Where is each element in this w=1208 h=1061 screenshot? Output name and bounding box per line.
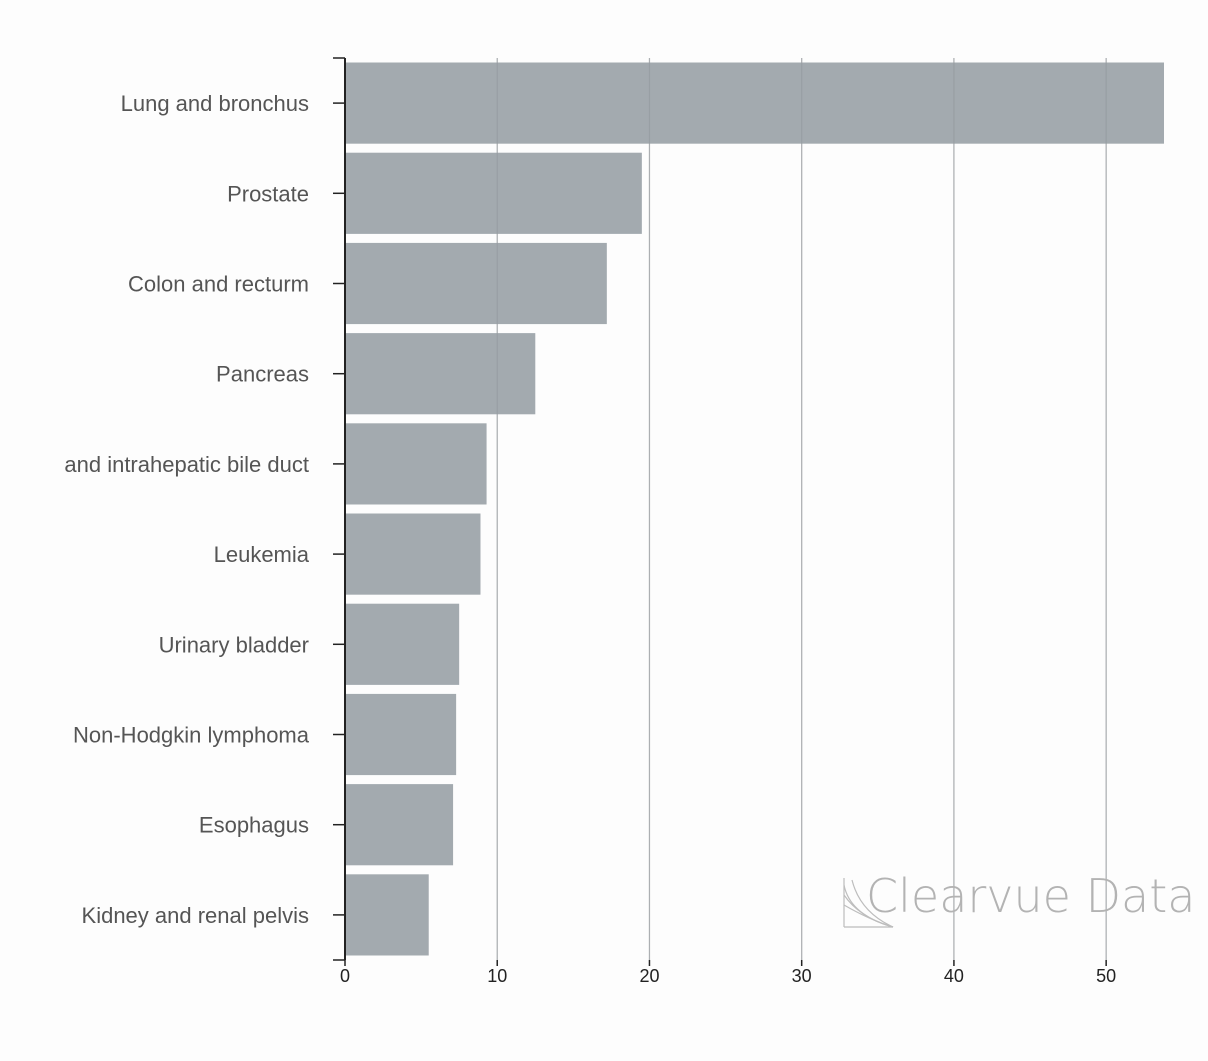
x-tick-label: 50 [1096,966,1116,986]
x-tick-label: 30 [792,966,812,986]
bar-4 [345,423,487,505]
x-tick-label: 20 [639,966,659,986]
watermark-logo-icon [843,878,894,928]
category-label: and intrahepatic bile duct [64,452,309,477]
bar-2 [345,242,607,325]
category-label: Pancreas [216,362,309,387]
category-label: Kidney and renal pelvis [82,903,309,928]
bar-7 [345,693,457,776]
bars [345,58,1164,960]
bar-3 [345,333,536,415]
x-tick-label: 10 [487,966,507,986]
category-label: Urinary bladder [159,632,309,657]
category-label: Esophagus [199,813,309,838]
watermark: Clearvue Data [843,869,1195,928]
bar-9 [345,874,429,956]
x-tick-label: 0 [340,966,350,986]
category-label: Lung and bronchus [121,91,309,116]
bar-8 [345,784,454,866]
category-labels: Lung and bronchus Prostate Colon and rectu… [64,91,309,928]
category-label: Colon and recturm [128,272,309,297]
category-label: Prostate [227,181,309,206]
bar-0 [345,62,1164,144]
axes: 0 10 20 30 40 50 [333,57,1116,986]
bar-5 [345,513,481,595]
category-label: Leukemia [214,542,310,567]
x-tick-label: 40 [944,966,964,986]
bar-6 [345,603,460,685]
category-label: Non-Hodgkin lymphoma [73,723,310,748]
bar-1 [345,152,642,234]
watermark-text: Clearvue Data [866,869,1195,923]
